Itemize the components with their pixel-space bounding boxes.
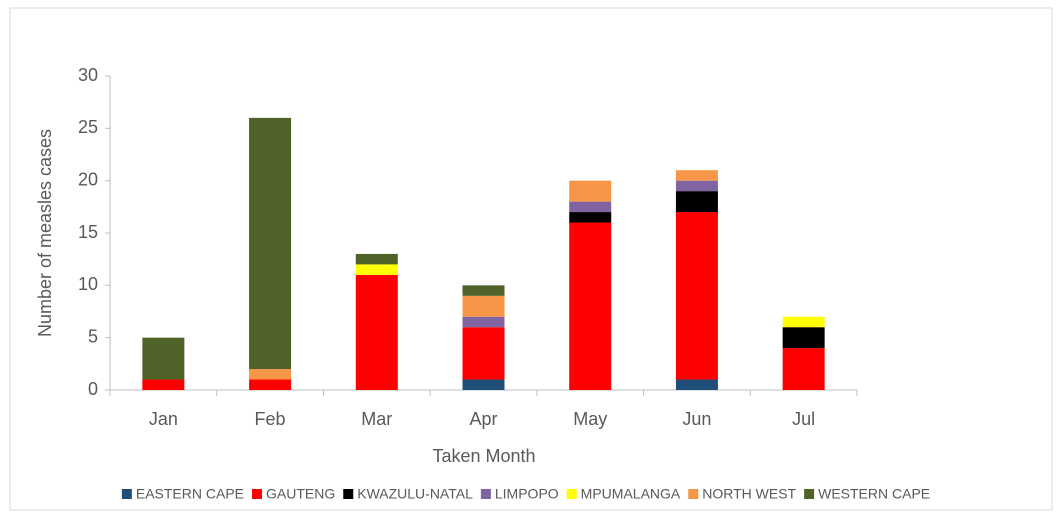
legend-swatch [252,489,263,499]
bar-segment [142,337,185,380]
bar-segment [462,295,505,317]
x-axis-label: Taken Month [432,446,535,466]
bar-segment [462,316,505,328]
x-tick-label: Mar [361,409,392,429]
bar-segment [462,285,505,296]
y-tick-label: 30 [78,65,98,85]
bar-segment [462,327,505,380]
bar-segment [782,348,825,390]
bar-segment [675,379,718,390]
legend-label: LIMPOPO [495,486,559,502]
bar-segment [462,379,505,390]
bar-segment [569,201,612,213]
legend-swatch [566,489,577,499]
bar-segment [782,327,825,349]
y-tick-label: 0 [88,379,98,399]
x-tick-label: Apr [469,409,497,429]
bar-segment [249,379,292,390]
x-tick-label: Jul [792,409,815,429]
x-tick-label: Jan [149,409,178,429]
bar-segment [675,191,718,213]
legend-label: KWAZULU-NATAL [357,486,473,502]
chart-frame [9,7,1053,511]
y-tick-label: 20 [78,169,98,189]
legend-label: GAUTENG [266,486,335,502]
bar-segment [569,212,612,223]
legend-label: MPUMALANGA [581,486,681,502]
bar-segment [675,180,718,192]
bar-segment [249,369,292,380]
bar-segment [569,180,612,202]
legend-swatch [121,489,132,499]
x-tick-label: Jun [682,409,711,429]
bar-segment [249,117,292,370]
y-tick-label: 25 [78,117,98,137]
x-tick-label: May [573,409,607,429]
legend-label: NORTH WEST [702,486,796,502]
y-tick-label: 10 [78,274,98,294]
bar-segment [675,170,718,181]
y-axis-label: Number of measles cases [35,129,55,337]
bar-segment [569,222,612,390]
legend-label: WESTERN CAPE [818,486,930,502]
bar-segment [142,379,185,390]
legend-label: EASTERN CAPE [136,486,244,502]
legend-swatch [688,489,699,499]
x-tick-label: Feb [255,409,286,429]
y-tick-label: 15 [78,222,98,242]
legend-swatch [804,489,815,499]
legend-swatch [343,489,354,499]
bar-segment [355,264,398,275]
bar-segment [355,274,398,390]
legend-swatch [480,489,491,499]
y-tick-label: 5 [88,326,98,346]
bar-segment [355,253,398,265]
bar-segment [782,316,825,328]
bar-segment [675,212,718,380]
